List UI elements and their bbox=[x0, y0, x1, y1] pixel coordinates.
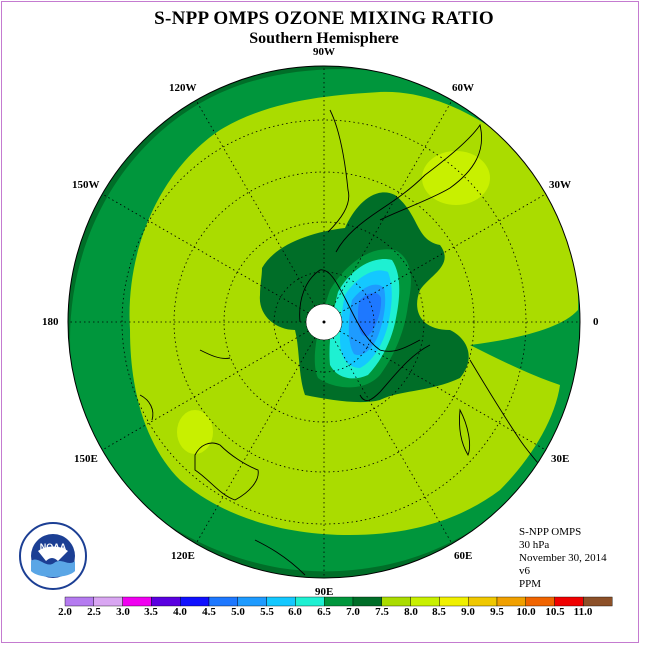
meridian-line bbox=[195, 100, 316, 307]
map-subtitle: Southern Hemisphere bbox=[249, 30, 399, 47]
colorbar-swatch bbox=[324, 596, 354, 607]
colorbar-tick-label: 5.5 bbox=[260, 606, 274, 618]
pole-point bbox=[322, 320, 326, 324]
frame bbox=[1, 1, 639, 643]
longitude-label-180: 180 bbox=[42, 316, 59, 328]
colorbar-tick-label: 6.0 bbox=[288, 606, 302, 618]
vortex-low-core bbox=[358, 292, 382, 337]
longitude-label-150w: 150W bbox=[72, 179, 100, 191]
colorbar-swatch bbox=[64, 596, 94, 607]
colorbar-swatch bbox=[381, 596, 411, 607]
longitude-label-120w: 120W bbox=[169, 82, 197, 94]
colorbar-tick-label: 2.0 bbox=[58, 606, 72, 618]
colorbar-swatch bbox=[295, 596, 325, 607]
colorbar-swatch bbox=[208, 596, 238, 607]
colorbar-swatch bbox=[468, 596, 498, 607]
colorbar-tick-label: 9.5 bbox=[490, 606, 504, 618]
colorbar-swatch bbox=[583, 596, 613, 607]
colorbar-tick-label: 6.5 bbox=[317, 606, 331, 618]
colorbar-swatch bbox=[151, 596, 181, 607]
colorbar-tick-label: 10.0 bbox=[516, 606, 536, 618]
info-level: 30 hPa bbox=[519, 539, 550, 551]
info-instrument: S-NPP OMPS bbox=[519, 526, 582, 538]
longitude-label-150e: 150E bbox=[74, 453, 98, 465]
meridian-line bbox=[339, 193, 546, 314]
longitude-label-30w: 30W bbox=[549, 179, 571, 191]
colorbar-tick-label: 4.0 bbox=[173, 606, 187, 618]
colorbar-tick-label: 8.5 bbox=[432, 606, 446, 618]
longitude-label-120e: 120E bbox=[171, 550, 195, 562]
meridian-line bbox=[332, 100, 453, 307]
meridian-line bbox=[339, 330, 546, 451]
map-outline bbox=[67, 65, 581, 579]
map-title: S-NPP OMPS OZONE MIXING RATIO bbox=[154, 8, 494, 29]
colorbar-swatch bbox=[122, 596, 152, 607]
colorbar-tick-label: 3.5 bbox=[144, 606, 158, 618]
colorbar-tick-label: 10.5 bbox=[545, 606, 565, 618]
longitude-label-30e: 30E bbox=[551, 453, 570, 465]
longitude-label-60w: 60W bbox=[452, 82, 474, 94]
info-date: November 30, 2014 bbox=[519, 552, 607, 564]
noaa-logo-text: NOAA bbox=[40, 542, 67, 552]
longitude-label-0: 0 bbox=[593, 316, 599, 328]
colorbar-swatch bbox=[410, 596, 440, 607]
colorbar-swatch bbox=[525, 596, 555, 607]
meridian-line bbox=[102, 193, 309, 314]
info-block: S-NPP OMPS 30 hPa November 30, 2014 v6 P… bbox=[519, 526, 607, 591]
colorbar-tick-label: 7.5 bbox=[375, 606, 389, 618]
colorbar-tick-label: 8.0 bbox=[404, 606, 418, 618]
meridian-line bbox=[195, 337, 316, 544]
colorbar-swatch bbox=[439, 596, 469, 607]
colorbar-swatch bbox=[496, 596, 526, 607]
coastlines bbox=[139, 109, 556, 576]
longitude-label-90w: 90W bbox=[313, 46, 335, 58]
meridian-line bbox=[332, 337, 453, 544]
colorbar-tick-label: 2.5 bbox=[87, 606, 101, 618]
colorbar-tick-label: 4.5 bbox=[202, 606, 216, 618]
colorbar-tick-label: 7.0 bbox=[346, 606, 360, 618]
colorbar-tick-label: 3.0 bbox=[116, 606, 130, 618]
meridian-lines bbox=[68, 66, 580, 578]
colorbar-swatch bbox=[179, 596, 210, 607]
colorbar-tick-label: 11.0 bbox=[573, 606, 593, 618]
colorbar-tick-label: 9.0 bbox=[461, 606, 475, 618]
colorbar-tick-label: 5.0 bbox=[231, 606, 245, 618]
colorbar-swatch bbox=[266, 596, 296, 607]
colorbar-swatch bbox=[93, 596, 123, 607]
info-version: v6 bbox=[519, 565, 530, 577]
colorbar-swatch bbox=[237, 596, 267, 607]
longitude-label-60e: 60E bbox=[454, 550, 473, 562]
longitude-label-90e: 90E bbox=[315, 586, 334, 598]
noaa-logo: NOAA bbox=[18, 521, 88, 591]
high-patch-indian bbox=[177, 410, 213, 454]
info-units: PPM bbox=[519, 578, 542, 590]
meridian-line bbox=[102, 330, 309, 451]
colorbar-swatch bbox=[352, 596, 382, 607]
colorbar-swatch bbox=[554, 596, 584, 607]
